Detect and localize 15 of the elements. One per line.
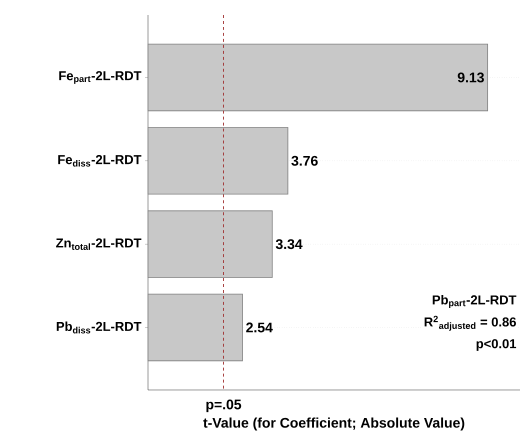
x-axis-title: t-Value (for Coefficient; Absolute Value) — [203, 418, 464, 431]
ref-line-label: p=.05 — [206, 400, 242, 412]
bar — [148, 44, 488, 112]
data-label: 2.54 — [246, 322, 273, 332]
annotation: p<0.01 — [476, 339, 516, 351]
y-tick-label: Fe$_{diss}$-2L-RDT — [58, 155, 142, 167]
y-tick-label: Pb$_{diss}$-2L-RDT — [56, 322, 142, 334]
annotation: Pb$_{part}$-2L-RDT — [432, 294, 516, 308]
data-label: 3.76 — [291, 156, 318, 166]
data-label: 3.34 — [276, 239, 303, 250]
annotation: R$^{2}$$_{adjusted}$ = 0.86 — [424, 316, 516, 331]
bar — [148, 210, 273, 278]
y-tick-label: Zn$_{total}$-2L-RDT — [56, 238, 142, 250]
y-tick-label: Fe$_{part}$-2L-RDT — [59, 71, 142, 84]
data-label: 9.13 — [458, 72, 484, 82]
